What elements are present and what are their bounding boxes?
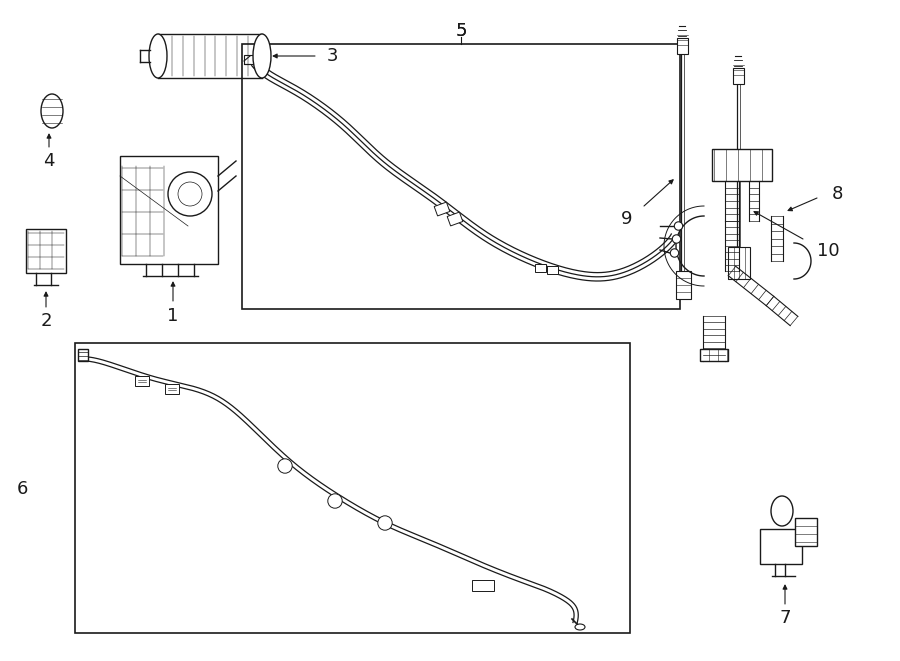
Circle shape [278, 459, 293, 473]
Bar [447, 212, 463, 226]
Text: 9: 9 [621, 210, 633, 228]
Circle shape [378, 516, 392, 530]
Ellipse shape [575, 624, 585, 630]
Circle shape [674, 222, 683, 230]
Ellipse shape [149, 34, 167, 78]
Bar [546, 266, 557, 274]
Bar [75, 343, 630, 633]
Text: 1: 1 [167, 307, 179, 325]
Bar [535, 264, 545, 272]
Bar [760, 529, 802, 564]
Bar [165, 384, 179, 394]
Bar [26, 229, 66, 273]
Bar [728, 247, 750, 279]
Bar [242, 44, 680, 309]
Ellipse shape [41, 94, 63, 128]
Bar [677, 38, 688, 54]
Bar [244, 55, 256, 64]
Circle shape [168, 172, 212, 216]
Text: 10: 10 [816, 242, 840, 260]
Ellipse shape [771, 496, 793, 526]
Circle shape [178, 182, 202, 206]
Text: 6: 6 [16, 480, 28, 498]
Text: 7: 7 [779, 609, 791, 627]
Bar [434, 202, 450, 216]
Circle shape [672, 235, 680, 243]
Bar [795, 518, 817, 546]
Text: 5: 5 [455, 22, 467, 40]
Bar [733, 68, 743, 84]
Text: 3: 3 [326, 47, 338, 65]
Circle shape [670, 249, 679, 257]
Bar [120, 156, 218, 264]
Bar [712, 149, 772, 181]
Text: 5: 5 [455, 22, 467, 40]
Text: 2: 2 [40, 312, 52, 330]
Ellipse shape [253, 34, 271, 78]
Text: 8: 8 [832, 185, 842, 203]
Bar [78, 349, 88, 361]
Bar [676, 271, 690, 299]
Circle shape [328, 494, 342, 508]
Bar [700, 349, 728, 361]
Bar [472, 580, 494, 591]
Text: 4: 4 [43, 152, 55, 170]
Bar [135, 376, 149, 386]
